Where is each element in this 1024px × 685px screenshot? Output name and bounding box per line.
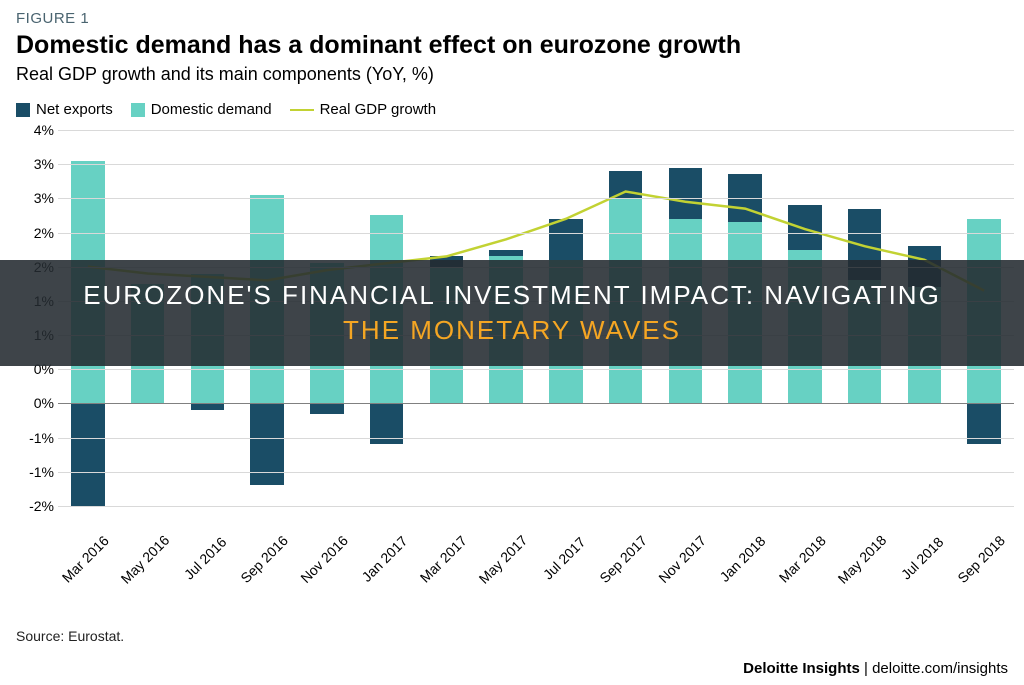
x-tick-label: Mar 2018 <box>776 532 829 585</box>
y-tick-label: 0% <box>34 395 54 411</box>
x-tick-label: May 2018 <box>834 532 889 587</box>
legend-swatch <box>290 109 314 111</box>
legend-label: Real GDP growth <box>320 101 436 118</box>
bar-net-exports <box>788 205 821 249</box>
x-tick-label: Nov 2016 <box>297 532 351 586</box>
y-tick-label: 2% <box>34 225 54 241</box>
overlay-line-1: EUROZONE'S FINANCIAL INVESTMENT IMPACT: … <box>40 278 984 313</box>
bar-net-exports <box>669 168 702 219</box>
gridline <box>58 438 1014 439</box>
gridline <box>58 403 1014 404</box>
legend-swatch <box>131 103 145 117</box>
y-tick-label: 3% <box>34 156 54 172</box>
x-tick-label: Sep 2017 <box>596 532 650 586</box>
x-tick-label: Mar 2016 <box>59 532 112 585</box>
footer-url: deloitte.com/insights <box>872 660 1008 677</box>
bar-net-exports <box>191 403 224 410</box>
legend: Net exports Domestic demand Real GDP growt… <box>16 97 1008 118</box>
y-tick-label: -1% <box>29 430 54 446</box>
legend-label: Net exports <box>36 101 113 118</box>
bar-net-exports <box>71 403 104 506</box>
source-citation: Source: Eurostat. <box>16 628 124 644</box>
y-tick-label: -1% <box>29 464 54 480</box>
gridline <box>58 198 1014 199</box>
legend-label: Domestic demand <box>151 101 272 118</box>
footer-brand: Deloitte Insights <box>743 660 860 677</box>
x-tick-label: Mar 2017 <box>417 532 470 585</box>
figure-label: FIGURE 1 <box>16 10 1008 27</box>
footer-credit: Deloitte Insights | deloitte.com/insight… <box>743 660 1008 677</box>
overlay-banner: EUROZONE'S FINANCIAL INVESTMENT IMPACT: … <box>0 260 1024 366</box>
x-tick-label: Jan 2018 <box>717 533 769 585</box>
x-tick-label: May 2016 <box>117 532 172 587</box>
gridline <box>58 130 1014 131</box>
bar-net-exports <box>489 250 522 257</box>
x-tick-label: Nov 2017 <box>656 532 710 586</box>
footer-sep: | <box>860 660 872 677</box>
x-tick-label: Jul 2018 <box>898 534 947 583</box>
x-tick-label: Sep 2018 <box>954 532 1008 586</box>
legend-item: Net exports <box>16 101 113 118</box>
x-tick-label: Jul 2016 <box>181 534 230 583</box>
bar-net-exports <box>310 403 343 413</box>
x-tick-label: Jan 2017 <box>358 533 410 585</box>
gridline <box>58 233 1014 234</box>
bar-net-exports <box>250 403 283 485</box>
x-tick-label: Sep 2016 <box>237 532 291 586</box>
gridline <box>58 472 1014 473</box>
chart-subtitle: Real GDP growth and its main components … <box>16 64 1008 85</box>
gridline <box>58 369 1014 370</box>
legend-item: Real GDP growth <box>290 101 436 118</box>
legend-swatch <box>16 103 30 117</box>
bar-net-exports <box>609 171 642 198</box>
legend-item: Domestic demand <box>131 101 272 118</box>
x-tick-label: May 2017 <box>476 532 531 587</box>
bar-net-exports <box>549 219 582 260</box>
x-tick-label: Jul 2017 <box>540 534 589 583</box>
y-tick-label: -2% <box>29 498 54 514</box>
overlay-line-2: THE MONETARY WAVES <box>40 313 984 348</box>
gridline <box>58 506 1014 507</box>
gridline <box>58 164 1014 165</box>
chart-header: FIGURE 1 Domestic demand has a dominant … <box>0 0 1024 124</box>
chart-title: Domestic demand has a dominant effect on… <box>16 31 1008 60</box>
y-tick-label: 4% <box>34 122 54 138</box>
y-tick-label: 3% <box>34 190 54 206</box>
